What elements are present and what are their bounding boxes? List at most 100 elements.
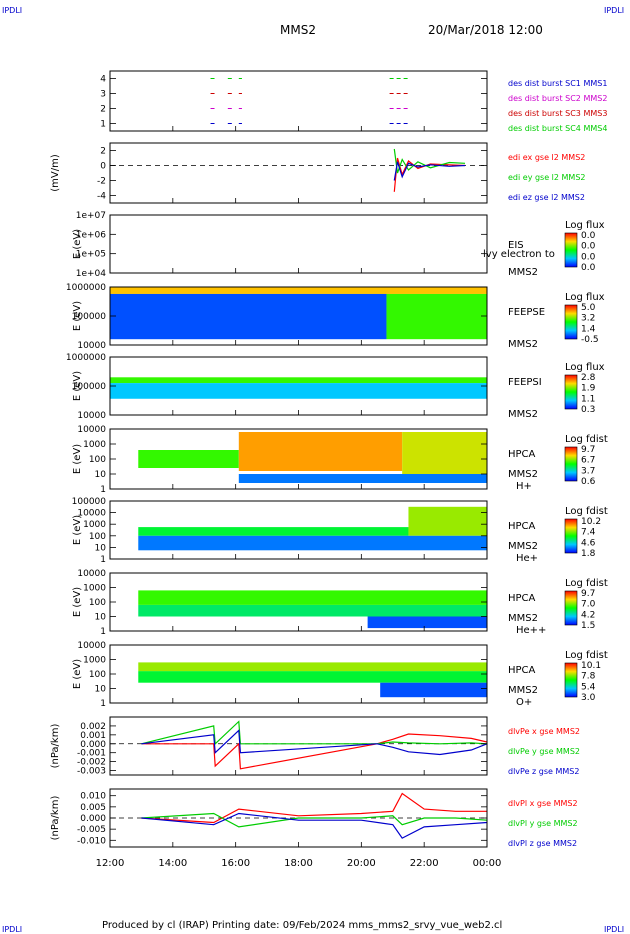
hpca_he-ytick-4: 10 [95, 543, 107, 553]
hpca_h-ytick-1: 1000 [83, 440, 106, 450]
hpca_hepp-band-0 [138, 604, 487, 617]
corner-label-top-left: IPDLI [2, 6, 23, 15]
divpi-series-2 [141, 812, 488, 839]
hpca_o-band-1 [138, 662, 487, 672]
hpca_he-colorbar-tick-1: 7.4 [581, 528, 596, 538]
divpe-ytick-4: -0.002 [77, 758, 106, 768]
hpca_he-colorbar-tick-0: 10.2 [581, 517, 601, 527]
hpca_h-colorbar-title: Log fdist [565, 434, 608, 445]
feeps_e-band-0 [110, 287, 487, 294]
hpca_o-band-2 [380, 682, 487, 698]
hpca_he-band-2 [138, 535, 487, 551]
hpca_he-colorbar [564, 518, 578, 554]
divpe-ytick-0: 0.002 [80, 722, 106, 732]
hpca_he-colorbar-title: Log fdist [565, 506, 608, 517]
hpca_o-colorbar [564, 662, 578, 698]
divpe-series-0 [141, 733, 488, 770]
eis-label-2: MMS2 [508, 267, 538, 278]
feeps_e-band-1 [110, 293, 387, 340]
hpca_h-band-1 [238, 432, 403, 471]
divpe-series-1 [141, 720, 488, 746]
hpca_h-ytick-3: 10 [95, 470, 107, 480]
hpca_he-label-2: He+ [516, 553, 538, 564]
divpi-ytick-2: 0.000 [80, 814, 106, 824]
feeps_e-ytick-1: 100000 [72, 312, 107, 322]
datetime-title: 20/Mar/2018 12:00 [428, 23, 543, 37]
feeps_e-colorbar [564, 304, 578, 340]
hpca_hepp-ytick-1: 1000 [83, 584, 106, 594]
eis-label-0: EIS [508, 240, 524, 251]
eis-ytick-3: 1e+04 [76, 269, 107, 279]
hpca_o-label-0: HPCA [508, 665, 536, 676]
hpca_h-colorbar-tick-1: 6.7 [581, 456, 595, 466]
feeps_i-colorbar-tick-3: 0.3 [581, 405, 595, 415]
feeps_e-label-1: MMS2 [508, 339, 538, 350]
x-tick-label-1: 14:00 [158, 858, 187, 869]
hpca_he-ytick-3: 100 [89, 532, 106, 542]
divpe-label-2: dlvPe z gse MMS2 [508, 767, 579, 776]
burst-label-1: des dist burst SC2 MMS2 [508, 94, 607, 103]
eis-colorbar-tick-3: 0.0 [581, 263, 596, 273]
hpca_o-ytick-4: 1 [100, 699, 106, 709]
x-tick-label-5: 22:00 [410, 858, 439, 869]
hpca_h-colorbar-tick-3: 0.6 [581, 477, 596, 487]
feeps_e-colorbar-title: Log flux [565, 292, 605, 303]
hpca_he-band-0 [138, 527, 409, 536]
hpca_he-ytick-1: 10000 [77, 509, 106, 519]
feeps_i-ytick-2: 10000 [77, 411, 106, 421]
x-tick-label-6: 00:00 [473, 858, 502, 869]
divpe-ytick-2: 0.000 [80, 740, 106, 750]
burst-ytick-2: 2 [100, 105, 106, 115]
hpca_hepp-ytick-4: 1 [100, 627, 106, 637]
hpca_o-ytick-2: 100 [89, 670, 106, 680]
hpca_hepp-label-2: He++ [516, 625, 546, 636]
burst-ytick-3: 1 [100, 120, 106, 130]
hpca_he-colorbar-tick-3: 1.8 [581, 549, 596, 559]
hpca_he-colorbar-tick-2: 4.6 [581, 538, 596, 548]
eis-ytick-2: 1e+05 [76, 250, 106, 260]
eis-label-1: lvy electron to [483, 249, 555, 260]
edi-frame [109, 142, 488, 204]
eis-colorbar-tick-1: 0.0 [581, 242, 596, 252]
hpca_o-colorbar-tick-2: 5.4 [581, 682, 596, 692]
hpca_hepp-colorbar-title: Log fdist [565, 578, 608, 589]
divpi-ytick-0: 0.010 [80, 792, 106, 802]
eis-colorbar [564, 232, 578, 268]
hpca_hepp-label-0: HPCA [508, 593, 536, 604]
eis-colorbar-tick-0: 0.0 [581, 231, 596, 241]
hpca_h-colorbar-tick-0: 9.7 [581, 445, 595, 455]
divpi-series-0 [141, 792, 487, 824]
hpca_hepp-ylabel: E (eV) [72, 587, 83, 617]
feeps_i-colorbar-title: Log flux [565, 362, 605, 373]
eis-frame [109, 214, 488, 274]
hpca_hepp-ytick-2: 100 [89, 598, 106, 608]
feeps_i-band-0 [110, 377, 487, 384]
feeps_i-colorbar-tick-2: 1.1 [581, 394, 595, 404]
eis-ytick-1: 1e+06 [76, 230, 107, 240]
feeps_i-label-0: FEEPSI [508, 377, 542, 388]
hpca_he-label-0: HPCA [508, 521, 536, 532]
divpi-ytick-3: -0.005 [77, 825, 106, 835]
burst-ytick-0: 4 [100, 75, 106, 85]
hpca_h-ytick-4: 1 [100, 485, 106, 495]
feeps_e-label-0: FEEPSE [508, 307, 545, 318]
divpe-label-0: dlvPe x gse MMS2 [508, 727, 580, 736]
hpca_he-label-1: MMS2 [508, 541, 538, 552]
divpe-frame [109, 716, 488, 776]
hpca_o-colorbar-title: Log fdist [565, 650, 608, 661]
hpca_h-ytick-2: 100 [89, 455, 106, 465]
hpca_o-colorbar-tick-1: 7.8 [581, 672, 596, 682]
feeps_i-colorbar-tick-1: 1.9 [581, 384, 596, 394]
hpca_o-band-0 [138, 671, 487, 683]
feeps_e-ylabel: E (eV) [72, 301, 83, 331]
eis-colorbar-title: Log flux [565, 220, 605, 231]
x-tick-label-0: 12:00 [96, 858, 125, 869]
hpca_o-ytick-1: 1000 [83, 656, 106, 666]
hpca_h-label-1: MMS2 [508, 469, 538, 480]
hpca_o-label-2: O+ [516, 697, 532, 708]
edi-ylabel: (mV/m) [50, 154, 61, 192]
feeps_e-colorbar-tick-3: -0.5 [581, 335, 599, 345]
hpca_hepp-colorbar-tick-0: 9.7 [581, 589, 595, 599]
feeps_i-ylabel: E (eV) [72, 371, 83, 401]
